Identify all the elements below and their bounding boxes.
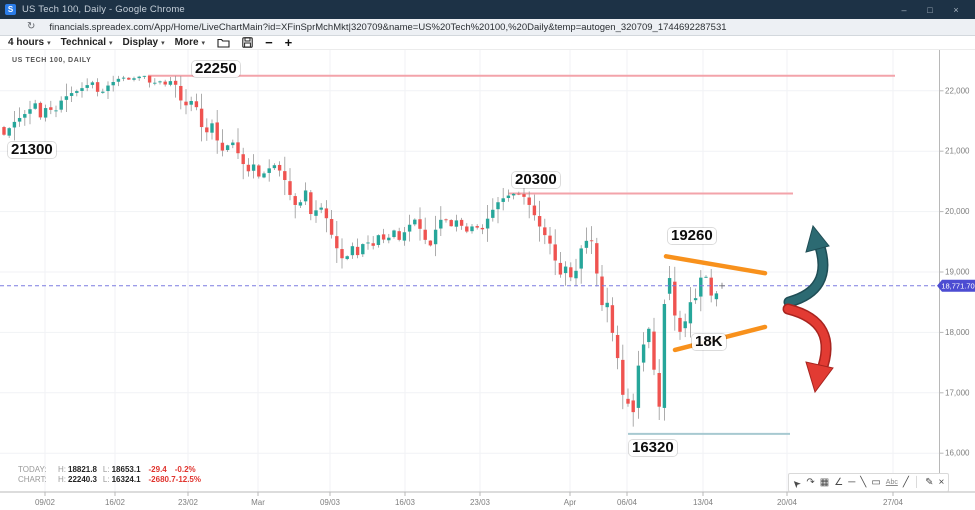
current-price-line: 18,771.70: [0, 279, 975, 292]
url-text[interactable]: financials.spreadex.com/App/Home/LiveCha…: [49, 21, 727, 33]
chart-low-value: 16324.1: [111, 475, 141, 484]
annotation-label-22250[interactable]: 22250: [192, 61, 240, 77]
cursor-icon[interactable]: ➤: [789, 475, 804, 490]
chart-toolbar: 4 hours Technical Display More − +: [0, 36, 975, 50]
low-key: L:: [102, 475, 110, 484]
zoom-in-button[interactable]: +: [284, 35, 293, 50]
up-arrow-drawing[interactable]: [783, 224, 830, 308]
horizontal-line-icon[interactable]: ─: [848, 476, 856, 488]
today-change: -29.4: [148, 465, 167, 474]
chart-area: 22,000 21,000 20,000 19,000 18,000 17,000 16,0…: [0, 50, 975, 510]
annotation-label-20300[interactable]: 20300: [512, 172, 560, 188]
chart-high-value: 22240.3: [68, 475, 97, 484]
save-icon[interactable]: [242, 37, 253, 48]
svg-text:09/03: 09/03: [320, 498, 341, 507]
candlestick-series: [2, 75, 719, 427]
annotation-label-21300[interactable]: 21300: [8, 142, 56, 158]
reload-icon[interactable]: ↻: [27, 21, 36, 32]
svg-text:19,000: 19,000: [945, 268, 970, 277]
annotation-label-19260[interactable]: 19260: [668, 228, 716, 244]
down-arrow-drawing[interactable]: [782, 303, 834, 394]
today-label: TODAY:: [18, 465, 47, 474]
svg-text:23/02: 23/02: [178, 498, 199, 507]
ohlc-status: TODAY: H: 18821.8 L: 18653.1 -29.4 -0.2%…: [18, 465, 201, 485]
text-tool-icon[interactable]: Abc: [885, 479, 898, 486]
price-badge[interactable]: [937, 279, 975, 292]
symbol-label: US TECH 100, DAILY: [12, 57, 92, 64]
chart-label: CHART:: [18, 475, 47, 484]
chart-plot-area[interactable]: 22,000 21,000 20,000 19,000 18,000 17,000 16,0…: [0, 50, 975, 510]
chart-change: -2680.7-12.5%: [148, 475, 201, 484]
technical-dropdown[interactable]: Technical: [61, 37, 113, 48]
more-dropdown[interactable]: More: [175, 37, 205, 48]
svg-text:20,000: 20,000: [945, 207, 970, 216]
zoom-out-button[interactable]: −: [265, 35, 273, 50]
svg-text:16/03: 16/03: [395, 498, 416, 507]
display-dropdown[interactable]: Display: [123, 37, 165, 48]
open-folder-icon[interactable]: [217, 37, 230, 48]
grid-lines: [0, 50, 940, 492]
divider: │: [913, 476, 921, 488]
timeframe-dropdown[interactable]: 4 hours: [8, 37, 51, 48]
close-toolbar-icon[interactable]: ×: [938, 476, 945, 488]
today-change-pct: -0.2%: [174, 465, 196, 474]
close-button[interactable]: ×: [953, 4, 959, 15]
svg-text:16/02: 16/02: [105, 498, 126, 507]
angle-lines-icon[interactable]: ∠: [834, 476, 844, 488]
today-high-value: 18821.8: [68, 465, 97, 474]
svg-text:Apr: Apr: [564, 498, 577, 507]
svg-text:17,000: 17,000: [945, 388, 970, 397]
curved-arrow-icon[interactable]: ↷: [806, 476, 815, 488]
axes[interactable]: 22,000 21,000 20,000 19,000 18,000 17,000 16,0…: [0, 50, 975, 507]
svg-text:21,000: 21,000: [945, 147, 970, 156]
svg-text:23/03: 23/03: [470, 498, 491, 507]
rectangle-tool-icon[interactable]: ▭: [871, 476, 881, 488]
today-low-value: 18653.1: [111, 465, 141, 474]
today-stats-row: TODAY: H: 18821.8 L: 18653.1 -29.4 -0.2%: [18, 465, 201, 474]
svg-text:27/04: 27/04: [883, 498, 904, 507]
svg-text:Mar: Mar: [251, 498, 265, 507]
svg-text:20/04: 20/04: [777, 498, 798, 507]
address-bar[interactable]: ↻ financials.spreadex.com/App/Home/LiveC…: [0, 19, 975, 36]
marker-pen-icon[interactable]: ✎: [925, 476, 934, 488]
high-key: H:: [58, 465, 66, 474]
annotation-label-18k[interactable]: 18K: [692, 334, 726, 350]
svg-text:18,000: 18,000: [945, 328, 970, 337]
minimize-button[interactable]: –: [901, 4, 907, 15]
svg-text:09/02: 09/02: [35, 498, 56, 507]
svg-text:13/04: 13/04: [693, 498, 714, 507]
drawing-toolbar: ➤ ↷ ▦ ∠ ─ ╲ ▭ Abc ╱ │ ✎ ×: [788, 473, 950, 492]
window-titlebar: S US Tech 100, Daily - Google Chrome – □…: [0, 0, 975, 19]
low-key: L:: [102, 465, 110, 474]
annotation-label-16320[interactable]: 16320: [629, 440, 677, 456]
svg-text:18,771.70: 18,771.70: [941, 281, 974, 290]
trend-line-icon[interactable]: ╲: [860, 476, 867, 488]
maximize-button[interactable]: □: [927, 4, 933, 15]
svg-text:22,000: 22,000: [945, 86, 970, 95]
window-title: US Tech 100, Daily - Google Chrome: [22, 4, 185, 15]
svg-text:16,000: 16,000: [945, 449, 970, 458]
site-favicon: S: [5, 4, 16, 15]
chart-stats-row: CHART: H: 22240.3 L: 16324.1 -2680.7-12.…: [18, 475, 201, 484]
high-key: H:: [58, 475, 66, 484]
svg-text:06/04: 06/04: [617, 498, 638, 507]
diagonal-line-icon[interactable]: ╱: [902, 476, 909, 488]
grid-pattern-icon[interactable]: ▦: [819, 476, 830, 488]
level-line-drawings[interactable]: [148, 74, 895, 435]
